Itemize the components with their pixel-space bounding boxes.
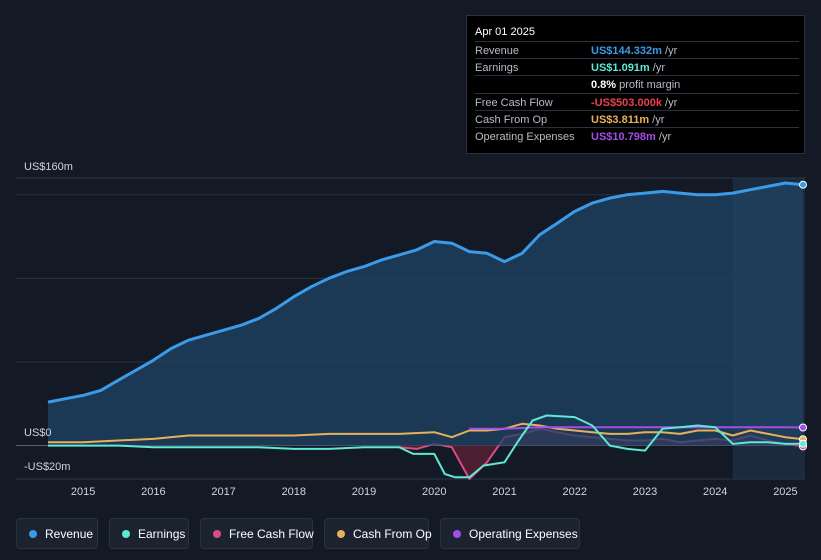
- tooltip-row-unit: /yr: [661, 96, 678, 109]
- revenue-line: [47, 181, 804, 404]
- legend-item-revenue[interactable]: Revenue: [16, 518, 98, 549]
- y-axis-labels: US$160m US$0 -US$20m: [24, 161, 73, 473]
- x-tick-label: 2021: [492, 486, 516, 498]
- tooltip-row-unit: /yr: [655, 131, 672, 143]
- x-tick-label: 2025: [773, 486, 797, 498]
- x-tick-label: 2022: [563, 486, 587, 498]
- x-tick-label: 2015: [71, 486, 95, 498]
- tooltip-row-label: Operating Expenses: [475, 131, 575, 143]
- tooltip-row-value: US$10.798m /yr: [591, 131, 672, 143]
- earnings-line: [48, 414, 804, 479]
- tooltip-row-value: 0.8% profit margin: [591, 79, 681, 92]
- tooltip-row-value: US$3.811m /yr: [591, 113, 665, 126]
- operating-expenses-endpoint: [799, 423, 807, 432]
- tooltip-row: Revenue US$144.332m /yr: [475, 41, 799, 59]
- tooltip-row-value: -US$503.000k /yr: [591, 96, 678, 109]
- legend-dot-icon: [122, 530, 130, 538]
- legend-label: Operating Expenses: [469, 527, 578, 541]
- tooltip-row-label: Revenue: [475, 45, 520, 57]
- tooltip-row-unit: profit margin: [616, 79, 681, 92]
- revenue-area: [48, 183, 803, 446]
- legend-item-operating-expenses[interactable]: Operating Expenses: [440, 518, 580, 549]
- x-tick-label: 2024: [703, 486, 727, 498]
- x-tick-label: 2020: [422, 486, 446, 498]
- tooltip-row-unit: /yr: [649, 113, 665, 126]
- x-axis-labels: 2015 2016 2017 2018 2019 2020 2021 2022 2023 2024…: [71, 486, 798, 498]
- tooltip-row: Operating Expenses US$10.798m /yr: [475, 127, 799, 145]
- tooltip-row-value: US$1.091m /yr: [591, 62, 665, 75]
- earnings-endpoint: [799, 439, 807, 448]
- cash-from-op-line: [48, 422, 804, 444]
- legend-item-cash-from-op[interactable]: Cash From Op: [324, 518, 432, 549]
- x-tick-label: 2016: [141, 486, 165, 498]
- x-tick-label: 2017: [211, 486, 235, 498]
- x-tick-label: 2019: [352, 486, 376, 498]
- series-layer: [47, 180, 807, 480]
- tooltip-row-label: Cash From Op: [475, 113, 548, 126]
- x-tick-label: 2018: [282, 486, 306, 498]
- legend-dot-icon: [213, 530, 221, 538]
- y-tick-label: US$0: [24, 427, 52, 439]
- legend-label: Earnings: [138, 527, 186, 541]
- tooltip-row-unit: /yr: [649, 62, 665, 75]
- legend-dot-icon: [453, 530, 461, 538]
- legend-label: Revenue: [45, 527, 94, 541]
- tooltip-row: Cash From Op US$3.811m /yr: [475, 109, 799, 128]
- legend-label: Cash From Op: [353, 527, 432, 541]
- tooltip-row: Free Cash Flow -US$503.000k /yr: [475, 92, 799, 111]
- y-tick-label: -US$20m: [24, 461, 70, 473]
- legend-dot-icon: [29, 530, 37, 538]
- tooltip-row-value: US$144.332m /yr: [591, 45, 678, 57]
- legend-item-earnings[interactable]: Earnings: [109, 518, 189, 549]
- revenue-endpoint: [799, 180, 807, 189]
- y-tick-label: US$160m: [24, 161, 73, 173]
- tooltip-row: Earnings US$1.091m /yr: [475, 58, 799, 76]
- x-tick-label: 2023: [633, 486, 657, 498]
- tooltip-row-unit: /yr: [661, 45, 678, 57]
- tooltip-row-label: Earnings: [475, 62, 519, 75]
- tooltip-date: Apr 01 2025: [475, 26, 535, 38]
- legend-dot-icon: [337, 530, 345, 538]
- tooltip-panel: Apr 01 2025 Revenue US$144.332m /yr Earnin…: [466, 15, 805, 154]
- legend-label: Free Cash Flow: [229, 527, 314, 541]
- tooltip-row-label: Free Cash Flow: [475, 96, 553, 109]
- legend-item-free-cash-flow[interactable]: Free Cash Flow: [200, 518, 314, 549]
- tooltip-row: 0.8% profit margin: [475, 75, 799, 93]
